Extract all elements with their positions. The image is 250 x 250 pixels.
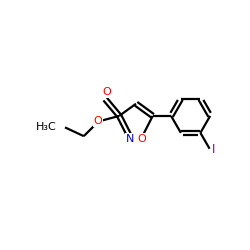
Text: O: O [102,87,111,97]
Text: O: O [94,116,102,126]
Text: I: I [212,144,215,156]
Text: H₃C: H₃C [36,122,56,132]
Text: O: O [137,134,146,143]
Text: N: N [126,134,135,143]
